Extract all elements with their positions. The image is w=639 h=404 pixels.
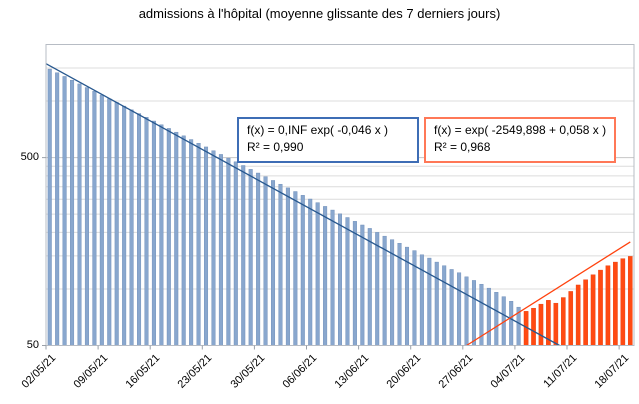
bar-blue: [471, 280, 476, 346]
bar-red: [627, 256, 633, 346]
bar-blue: [271, 180, 276, 346]
bar-blue: [293, 191, 298, 346]
bar-blue: [330, 209, 335, 346]
bar-blue: [323, 206, 328, 346]
bar-blue: [211, 150, 216, 346]
trendline-blue: [45, 63, 560, 347]
bar-blue: [159, 124, 164, 346]
bar-blue: [285, 187, 290, 346]
bar-blue: [457, 272, 462, 346]
bar-blue: [442, 265, 447, 346]
bar-blue: [256, 172, 261, 346]
bar-blue: [137, 113, 142, 346]
bar-red: [538, 303, 544, 346]
bar-red: [575, 284, 581, 346]
chart-title: admissions à l'hôpital (moyenne glissant…: [138, 6, 501, 21]
bar-blue: [263, 176, 268, 346]
fit-equation-box-red: f(x) = exp( -2549,898 + 0,058 x ) R² = 0…: [424, 117, 616, 163]
y-axis-label: 50: [26, 338, 39, 351]
bar-blue: [464, 276, 469, 346]
bar-blue: [278, 183, 283, 346]
y-axis-label: 500: [20, 150, 39, 163]
bar-blue: [181, 135, 186, 346]
bar-red: [560, 297, 566, 346]
bar-blue: [166, 128, 171, 346]
bar-red: [553, 302, 559, 346]
bar-blue: [449, 269, 454, 346]
bar-blue: [226, 157, 231, 346]
bar-red: [583, 279, 588, 346]
bar-blue: [352, 221, 357, 346]
bar-blue: [494, 292, 499, 346]
bar-blue: [92, 91, 97, 346]
bar-blue: [509, 301, 514, 346]
bar-blue: [360, 224, 365, 346]
fit-r2-red: R² = 0,968: [434, 140, 491, 155]
bar-blue: [62, 76, 67, 346]
bar-blue: [70, 79, 75, 346]
bar-red: [605, 265, 611, 346]
bar-blue: [107, 98, 112, 346]
bar-blue: [390, 239, 395, 346]
bar-blue: [114, 102, 119, 346]
bar-blue: [129, 109, 134, 346]
fit-r2-blue: R² = 0,990: [247, 140, 304, 155]
bar-blue: [144, 117, 149, 346]
bar-blue: [345, 217, 350, 346]
plot-frame: [45, 44, 635, 346]
bar-blue: [84, 87, 89, 346]
bar-blue: [486, 287, 491, 346]
fit-equation-box-blue: f(x) = 0,INF exp( -0,046 x ) R² = 0,990: [237, 117, 419, 163]
bar-blue: [218, 154, 223, 346]
bar-blue: [375, 232, 380, 346]
bar-red: [613, 261, 618, 346]
bar-red: [620, 258, 626, 346]
bar-red: [531, 307, 536, 346]
bar-blue: [300, 195, 305, 346]
bar-blue: [241, 165, 246, 346]
bar-blue: [338, 213, 343, 346]
bar-blue: [308, 198, 313, 346]
bar-blue: [122, 105, 127, 346]
bar-blue: [434, 261, 439, 346]
bar-blue: [189, 139, 194, 346]
bar-blue: [248, 169, 253, 346]
bar-blue: [196, 143, 201, 346]
bar-blue: [419, 254, 424, 346]
bar-blue: [77, 83, 82, 346]
bar-blue: [99, 94, 104, 346]
fit-equation-red: f(x) = exp( -2549,898 + 0,058 x ): [434, 123, 607, 137]
bar-blue: [233, 161, 238, 346]
bar-blue: [55, 72, 60, 346]
fit-equation-blue: f(x) = 0,INF exp( -0,046 x ): [247, 123, 389, 137]
bar-blue: [315, 202, 320, 346]
bar-blue: [47, 68, 52, 346]
bar-blue: [382, 235, 387, 346]
bar-red: [598, 269, 603, 346]
bar-blue: [151, 120, 156, 346]
bar-blue: [174, 131, 179, 346]
bar-blue: [367, 228, 372, 346]
bar-red: [568, 291, 574, 346]
bar-red: [590, 274, 596, 346]
bar-blue: [204, 146, 209, 346]
bar-blue: [427, 257, 432, 346]
trendline-red: [466, 241, 631, 347]
